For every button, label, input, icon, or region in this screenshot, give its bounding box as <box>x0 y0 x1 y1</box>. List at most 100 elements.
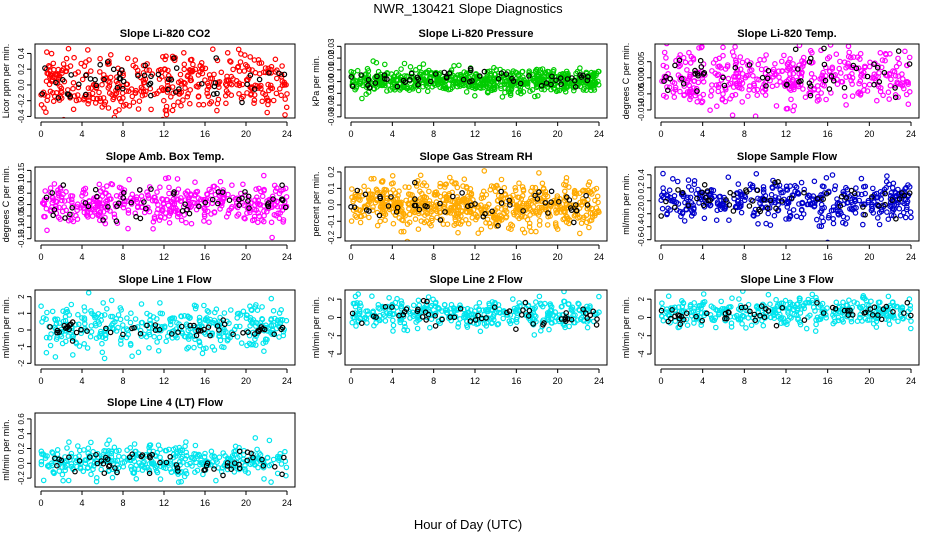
flagged-point <box>278 326 285 333</box>
data-point <box>771 312 777 319</box>
data-point <box>483 323 490 329</box>
data-point <box>259 98 266 105</box>
flagged-point <box>42 65 48 71</box>
data-points <box>39 172 290 241</box>
data-point <box>186 315 193 322</box>
data-point <box>587 304 593 311</box>
data-point <box>772 194 779 200</box>
flagged-point <box>671 204 678 211</box>
data-point <box>465 220 472 227</box>
data-point <box>552 309 559 315</box>
data-point <box>282 112 288 118</box>
data-point <box>896 60 903 67</box>
data-point <box>818 90 825 96</box>
data-point <box>282 185 289 192</box>
flagged-point <box>730 208 737 214</box>
data-point <box>244 210 250 216</box>
data-point <box>276 334 282 340</box>
data-point <box>537 196 544 202</box>
data-point <box>518 90 524 97</box>
data-point <box>760 322 767 329</box>
data-point <box>869 185 876 192</box>
data-point <box>410 86 416 92</box>
data-point <box>146 331 153 338</box>
data-point <box>754 92 761 99</box>
data-point <box>464 324 471 330</box>
data-point <box>456 62 462 69</box>
data-point <box>398 300 405 307</box>
data-point <box>238 340 245 346</box>
data-point <box>196 81 202 88</box>
data-point <box>363 308 369 315</box>
flagged-point <box>43 194 50 201</box>
flagged-point <box>890 308 896 315</box>
data-point <box>417 188 423 195</box>
y-tick-label: 0.4 <box>17 47 26 59</box>
data-point <box>765 291 772 298</box>
data-point <box>518 214 525 220</box>
data-point <box>758 66 765 73</box>
data-point <box>108 297 115 304</box>
data-point <box>866 81 873 88</box>
data-point <box>717 206 724 213</box>
flagged-point <box>103 325 109 332</box>
flagged-point <box>862 212 868 218</box>
x-tick-label: 4 <box>79 252 84 262</box>
data-point <box>518 196 525 202</box>
data-point <box>400 217 406 224</box>
data-point <box>113 328 120 334</box>
data-point <box>531 93 538 100</box>
data-point <box>252 197 258 203</box>
data-point <box>97 330 104 337</box>
data-point <box>825 239 831 241</box>
data-point <box>796 44 803 49</box>
flagged-point <box>882 201 888 208</box>
data-point <box>562 208 568 215</box>
flagged-point <box>377 195 384 202</box>
data-point <box>563 201 570 207</box>
data-point <box>427 76 434 82</box>
data-point <box>797 321 804 328</box>
data-point <box>876 221 883 228</box>
data-point <box>102 335 109 342</box>
data-point <box>491 80 497 87</box>
data-point <box>357 300 363 307</box>
data-point <box>722 98 729 105</box>
x-axis: 0 4 8 12 16 20 24 <box>658 121 916 139</box>
flagged-point <box>772 179 778 186</box>
data-point <box>660 62 667 69</box>
data-point <box>868 207 875 214</box>
data-point <box>762 70 769 77</box>
flagged-point <box>142 62 149 69</box>
data-point <box>884 209 890 215</box>
data-point <box>727 80 734 87</box>
data-point <box>502 205 509 211</box>
data-point <box>42 188 49 194</box>
data-point <box>175 99 181 105</box>
flagged-point <box>282 204 289 211</box>
data-point <box>185 314 192 320</box>
y-axis-label: ml/min per min. <box>621 173 631 235</box>
data-point <box>221 328 227 335</box>
flagged-point <box>141 72 148 79</box>
flagged-point <box>584 77 591 84</box>
data-point <box>101 312 108 318</box>
flagged-point <box>205 324 212 331</box>
flagged-point <box>137 187 143 193</box>
data-point <box>854 318 861 325</box>
data-point <box>258 60 265 66</box>
data-point <box>237 323 243 330</box>
data-point <box>790 76 796 83</box>
x-tick-label: 0 <box>658 129 663 139</box>
flagged-point <box>893 216 899 222</box>
data-point <box>355 291 362 297</box>
data-point <box>162 210 169 216</box>
data-point <box>205 93 212 100</box>
flagged-point <box>135 72 141 79</box>
data-point <box>436 306 443 312</box>
data-point <box>541 86 548 93</box>
data-point <box>849 71 855 77</box>
x-tick-label: 16 <box>200 129 210 139</box>
y-tick-label: 0.00 <box>17 196 26 212</box>
flagged-point <box>555 198 562 205</box>
